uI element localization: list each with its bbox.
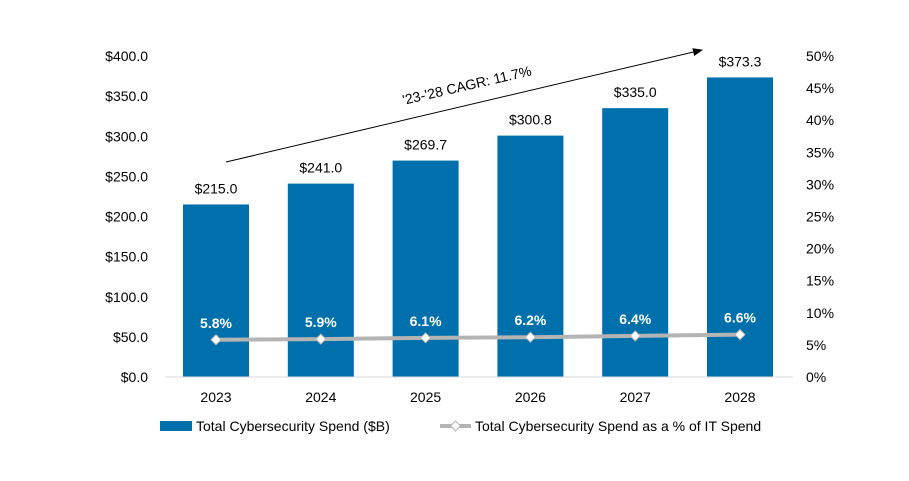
y-right-tick-label: 20%: [806, 241, 834, 257]
line-marker: [315, 333, 327, 345]
bar: [707, 77, 773, 377]
cagr-annotation: '23-'28 CAGR: 11.7%: [401, 62, 533, 107]
pct-line: [215, 332, 741, 342]
legend: Total Cybersecurity Spend ($B) Total Cyb…: [160, 418, 761, 434]
line-data-label: 5.9%: [305, 314, 337, 330]
bar-data-label: $373.3: [719, 53, 762, 69]
line-data-label: 5.8%: [200, 315, 232, 331]
line-marker: [524, 331, 537, 343]
legend-label-bar: Total Cybersecurity Spend ($B): [196, 418, 390, 434]
x-tick-label: 2028: [724, 389, 755, 405]
y-left-tick-label: $100.0: [105, 289, 148, 305]
x-tick-label: 2024: [305, 389, 336, 405]
y-left-tick-label: $150.0: [105, 249, 148, 265]
y-left-tick-label: $50.0: [113, 329, 148, 345]
y-right-tick-label: 5%: [806, 337, 826, 353]
line-data-label: 6.1%: [410, 313, 442, 329]
y-right-tick-label: 35%: [806, 144, 834, 160]
line-data-label: 6.4%: [619, 311, 651, 327]
bar-data-label: $269.7: [404, 137, 447, 153]
y-right-tick-label: 15%: [806, 273, 834, 289]
y-left-tick-label: $250.0: [105, 168, 148, 184]
y-right-tick-label: 30%: [806, 176, 834, 192]
y-right-tick-label: 45%: [806, 80, 834, 96]
bar: [183, 204, 249, 377]
y-left-tick-label: $300.0: [105, 128, 148, 144]
bar-data-label: $215.0: [195, 180, 238, 196]
line-marker: [629, 330, 641, 342]
y-right-tick-label: 40%: [806, 112, 834, 128]
bar-data-label: $335.0: [614, 84, 657, 100]
y-left-tick-label: $400.0: [105, 48, 148, 64]
bar: [392, 160, 459, 377]
y-right-tick-label: 50%: [806, 48, 834, 64]
bar-data-label: $300.8: [509, 112, 552, 128]
y-right-tick-label: 25%: [806, 209, 834, 225]
y-left-tick-label: $200.0: [105, 209, 148, 225]
line-data-label: 6.2%: [514, 312, 546, 328]
line-data-label: 6.6%: [724, 310, 756, 326]
line-marker: [734, 328, 746, 341]
bar-data-label: $241.0: [299, 160, 342, 176]
y-left-tick-label: $350.0: [105, 88, 148, 104]
y-right-tick-label: 0%: [806, 369, 826, 385]
legend-marker: [449, 420, 462, 432]
cagr-arrow: [225, 48, 703, 163]
x-tick-label: 2026: [515, 389, 546, 405]
x-tick-label: 2025: [410, 389, 441, 405]
y-left-tick-label: $0.0: [121, 369, 148, 385]
y-right-tick-label: 10%: [806, 305, 834, 321]
line-marker: [419, 332, 432, 344]
x-tick-label: 2023: [200, 389, 231, 405]
legend-swatch-bar: [160, 421, 192, 431]
bar: [287, 183, 354, 377]
legend-label-line: Total Cybersecurity Spend as a % of IT S…: [475, 418, 761, 434]
x-tick-label: 2027: [620, 389, 651, 405]
line-marker: [210, 334, 222, 346]
